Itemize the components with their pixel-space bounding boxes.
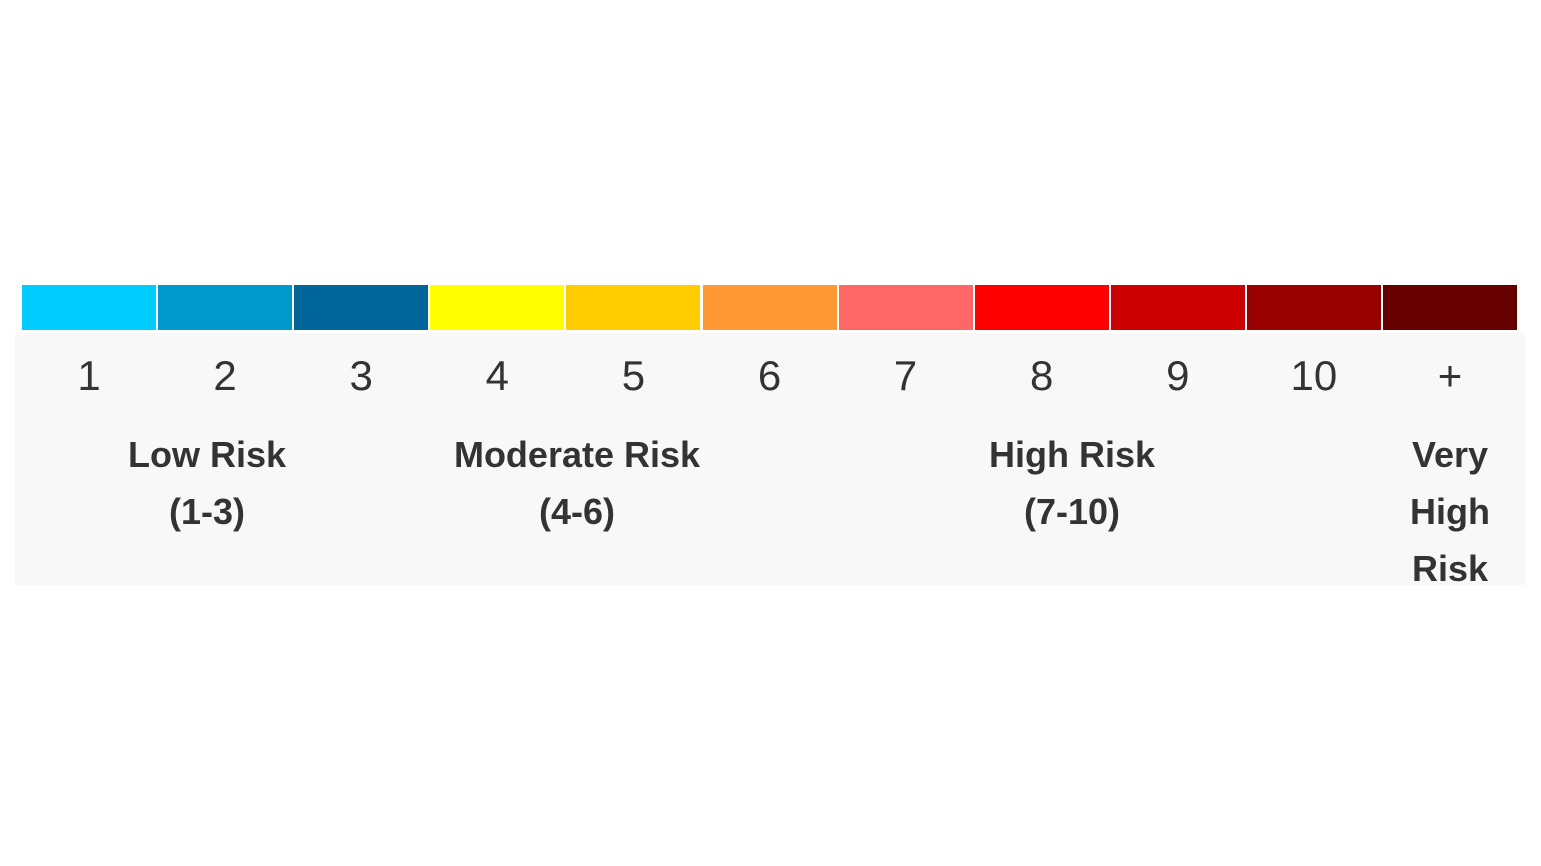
color-swatch [158,285,293,330]
group-range: (4-6) [538,491,615,532]
color-swatch [838,285,973,330]
scale-label: 4 [485,352,509,399]
scale-label: 5 [621,352,646,399]
group-range: (1-3) [168,491,245,532]
color-swatch [294,285,429,330]
scale-label: 1 [77,352,101,399]
group-range: (7-10) [1023,491,1121,532]
group-label: Moderate Risk [453,434,701,475]
group-label: Low Risk [127,434,287,475]
color-swatch [566,285,701,330]
risk-group: High Risk (7-10) [872,426,1272,540]
color-swatch [1110,285,1245,330]
color-swatch [1246,285,1381,330]
risk-group: Very High Risk [1395,426,1505,597]
color-swatch [974,285,1109,330]
scale-label: 2 [213,352,237,399]
scale-label: 10 [1290,352,1338,399]
color-swatch [1383,285,1517,330]
color-swatch [430,285,565,330]
risk-group: Low Risk (1-3) [7,426,407,540]
scale-label: 8 [1030,352,1054,399]
legend-panel [15,333,1525,585]
scale-label: 3 [349,352,373,399]
scale-label: 9 [1166,352,1190,399]
scale-label: 7 [893,352,918,399]
color-swatch [22,285,156,330]
group-label: High Risk [988,434,1156,475]
group-label: Very High Risk [1410,434,1490,589]
scale-label: 6 [757,352,782,399]
color-swatch [702,285,837,330]
scale-label: + [1437,352,1463,399]
risk-group: Moderate Risk (4-6) [377,426,777,540]
